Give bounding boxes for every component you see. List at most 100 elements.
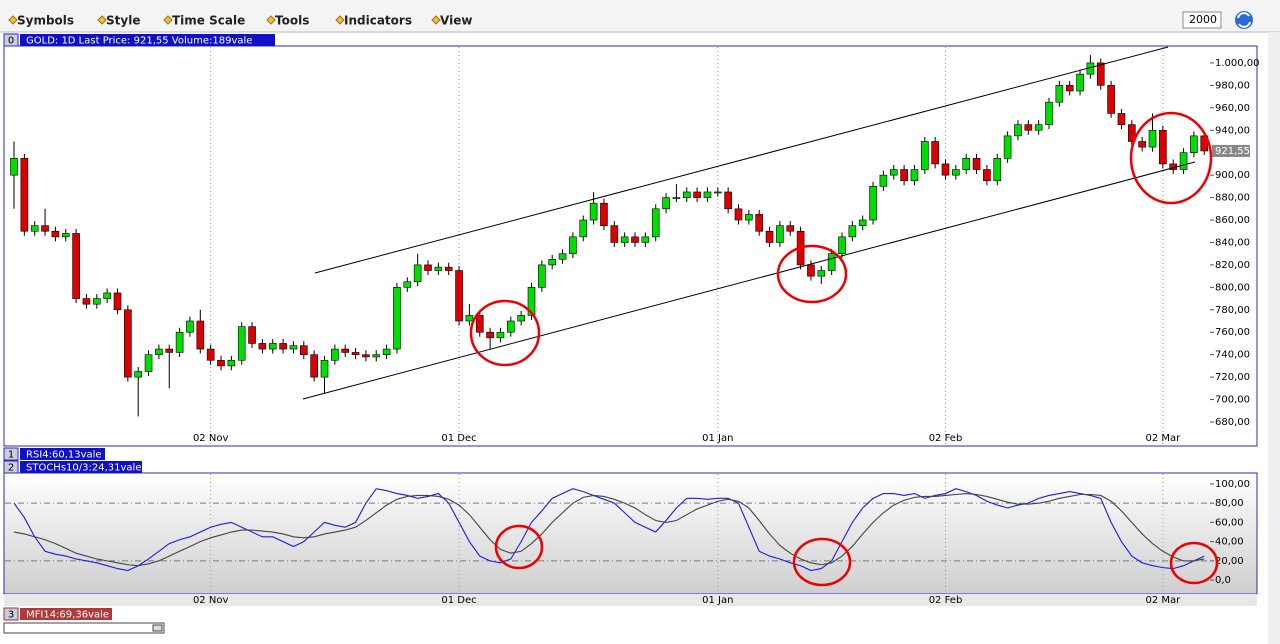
candle-body [569, 236, 577, 254]
candle-body [186, 320, 194, 333]
candle-body [1055, 85, 1064, 103]
zoom-input-box[interactable] [1182, 11, 1222, 29]
candle-body [227, 359, 236, 367]
candle-body [299, 345, 308, 355]
candle-body [268, 343, 277, 350]
panel-label-box [20, 608, 112, 620]
candle-body [713, 191, 722, 194]
x-tick-label: 02 Feb [929, 433, 963, 444]
candle-body [1045, 101, 1053, 125]
candle-body [983, 169, 991, 182]
candle-body [620, 236, 629, 243]
candle-body [237, 326, 246, 361]
candle-body [20, 158, 29, 232]
candle-body [496, 331, 505, 339]
last-price-label: 921,55 [1215, 146, 1250, 157]
candle-body [403, 281, 412, 288]
price-panel [3, 45, 1258, 447]
candle-body [600, 202, 608, 226]
highlight-circle [792, 537, 852, 587]
panel-label: RSI4:60,13vale [26, 450, 102, 461]
candle-body [434, 266, 443, 271]
panel-number-box [3, 33, 19, 47]
candle-body [920, 141, 929, 170]
candle-body [475, 315, 484, 333]
scrollbar[interactable] [3, 622, 165, 634]
candle-body [93, 298, 101, 305]
y-tick-label: 0,0 [1215, 575, 1231, 586]
candle-body [41, 225, 49, 232]
panel-label: GOLD: 1D Last Price: 921,55 Volume:189va… [26, 36, 252, 47]
candle-body [486, 331, 494, 339]
candle-body [579, 219, 588, 238]
candle-body [972, 158, 981, 170]
candle-body [30, 225, 39, 232]
panel-number-box [3, 607, 19, 621]
candle-body [61, 233, 70, 238]
menu-icon [335, 15, 345, 25]
candle-body [10, 158, 18, 176]
candle-body [745, 214, 753, 221]
panel-label: STOCHs10/3:24,31vale [26, 463, 141, 474]
candle-body [113, 292, 122, 311]
panel-number-box [3, 447, 19, 461]
y-tick-label: 820,00 [1215, 260, 1250, 271]
x-tick-label: 01 Jan [702, 433, 733, 444]
candle-body [258, 343, 267, 350]
candle-body [351, 352, 360, 355]
x-tick-label: 02 Feb [929, 595, 963, 606]
candle-body [900, 169, 908, 182]
menu-item[interactable]: Tools [275, 14, 309, 28]
candle-body [662, 197, 670, 210]
y-tick-label: 880,00 [1215, 193, 1250, 204]
candle-body [1138, 141, 1146, 148]
refresh-icon [1237, 12, 1251, 28]
highlight-circle [1169, 541, 1219, 585]
side-scrollbar[interactable] [1268, 32, 1280, 644]
scroll-thumb[interactable] [152, 624, 163, 632]
panel-label: MFI14:69,36vale [26, 610, 109, 621]
highlight-circle [776, 244, 848, 304]
zoom-input[interactable]: 2000 [1189, 13, 1217, 26]
candle-body [776, 225, 784, 243]
candle-body [465, 315, 474, 322]
panel-number: 2 [8, 463, 14, 474]
y-tick-label: 960,00 [1215, 103, 1250, 114]
candle-body [631, 236, 639, 243]
indicator-line [13, 488, 1205, 572]
menu-item[interactable]: Indicators [344, 14, 412, 28]
x-tick-label: 01 Jan [702, 595, 733, 606]
candle-body [1065, 85, 1074, 92]
candle-body [703, 191, 712, 198]
candle-body [693, 191, 701, 198]
menu-item[interactable]: Time Scale [172, 14, 245, 28]
candle-body [869, 186, 877, 221]
x-tick-label: 02 Mar [1145, 433, 1181, 444]
trend-channel-lower [302, 161, 1196, 400]
candle-body [1159, 129, 1167, 165]
candle-body [1117, 113, 1126, 125]
y-tick-label: 900,00 [1215, 170, 1250, 181]
candle-body [1190, 135, 1198, 153]
candle-body [589, 202, 598, 221]
menu-item[interactable]: Style [106, 14, 140, 28]
candle-body [734, 208, 743, 221]
candle-body [910, 169, 919, 182]
menu-icon [8, 15, 18, 25]
candle-body [993, 158, 1002, 182]
candle-body [879, 174, 888, 187]
candle-body [310, 354, 318, 378]
y-tick-label: 740,00 [1215, 350, 1250, 361]
panel-number: 1 [8, 450, 14, 461]
menu-item[interactable]: View [440, 14, 472, 28]
candle-body [517, 315, 525, 322]
candle-body [1128, 124, 1136, 142]
x-tick-label: 02 Nov [193, 595, 229, 606]
candle-body [1076, 73, 1084, 92]
stoch-panel [3, 472, 1258, 595]
y-tick-label: 860,00 [1215, 215, 1250, 226]
candle-body [506, 320, 515, 333]
candle-body [341, 348, 350, 353]
menu-item[interactable]: Symbols [17, 14, 74, 28]
